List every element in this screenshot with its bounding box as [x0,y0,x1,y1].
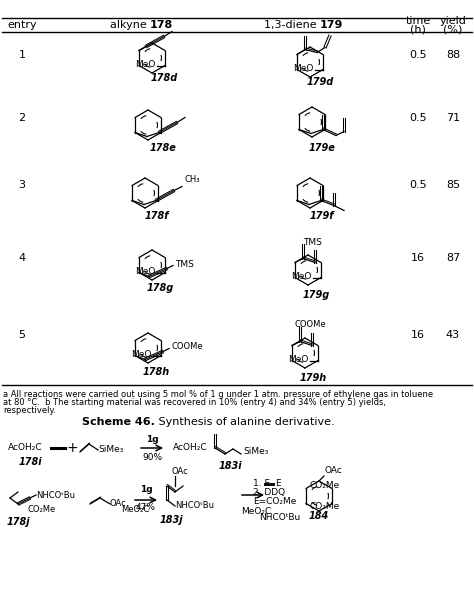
Text: 2. DDQ: 2. DDQ [253,487,285,497]
Text: 178f: 178f [145,211,169,221]
Text: E=CO₂Me: E=CO₂Me [253,497,296,506]
Text: 2: 2 [18,113,26,123]
Text: CH₃: CH₃ [184,175,200,183]
Text: alkyne: alkyne [110,20,150,30]
Text: 43: 43 [446,330,460,340]
Text: 179e: 179e [309,143,336,153]
Text: 88: 88 [446,50,460,60]
Text: NHCOᵗBu: NHCOᵗBu [175,501,214,511]
Text: 178: 178 [150,20,173,30]
Text: 178e: 178e [150,143,176,153]
Text: 90%: 90% [142,454,162,462]
Text: at 80 °C.  b The starting material was recovered in 10% (entry 4) and 34% (entry: at 80 °C. b The starting material was re… [3,398,386,407]
Text: MeO: MeO [293,64,314,73]
Text: TMS: TMS [175,260,194,269]
Text: 0.5: 0.5 [409,180,427,190]
Text: 4: 4 [18,253,26,263]
Text: 1. E: 1. E [253,479,270,489]
Text: 71: 71 [446,113,460,123]
Text: MeO: MeO [136,60,156,69]
Text: 178j: 178j [6,517,30,527]
Text: MeO: MeO [292,272,312,281]
Text: OAc: OAc [110,498,127,508]
Text: AcOH₂C: AcOH₂C [173,443,208,452]
Text: CO₂Me: CO₂Me [28,506,56,514]
Text: 0.5: 0.5 [409,113,427,123]
Text: (%): (%) [443,24,463,34]
Text: 16: 16 [411,253,425,263]
Text: 87: 87 [446,253,460,263]
Text: time: time [405,16,430,26]
Text: yield: yield [439,16,466,26]
Text: respectively.: respectively. [3,406,56,415]
Text: COOMe: COOMe [294,320,326,329]
Text: CO₂Me: CO₂Me [309,481,339,490]
Text: 179: 179 [320,20,343,30]
Text: 3: 3 [18,180,26,190]
Text: MeO: MeO [136,267,156,276]
Text: AcOH₂C: AcOH₂C [8,443,43,452]
Text: 16: 16 [411,330,425,340]
Text: 178d: 178d [150,73,178,83]
Text: NHCOᵗBu: NHCOᵗBu [259,514,300,522]
Text: 179f: 179f [310,211,334,221]
Text: 178g: 178g [146,283,173,293]
Text: COOMe: COOMe [171,342,202,351]
Text: 183j: 183j [159,515,183,525]
Text: 183i: 183i [218,461,242,471]
Text: 184: 184 [309,511,329,521]
Text: SiMe₃: SiMe₃ [243,447,268,457]
Text: NHCOᵗBu: NHCOᵗBu [36,490,75,500]
Text: 179h: 179h [300,373,327,383]
Text: 47%: 47% [136,503,156,512]
Text: E: E [275,479,281,489]
Text: OAc: OAc [325,466,343,475]
Text: 178i: 178i [18,457,42,467]
Text: a All reactions were carried out using 5 mol % of 1 g under 1 atm. pressure of e: a All reactions were carried out using 5… [3,390,433,399]
Text: 85: 85 [446,180,460,190]
Text: MeO₂C: MeO₂C [241,506,271,516]
Text: SiMe₃: SiMe₃ [98,446,123,454]
Text: OAc: OAc [172,468,189,476]
Text: 179g: 179g [302,290,329,300]
Text: 1g: 1g [140,485,152,495]
Text: 1,3-diene: 1,3-diene [264,20,320,30]
Text: 1: 1 [18,50,26,60]
Text: MeO₂C: MeO₂C [121,506,149,514]
Text: 179d: 179d [306,77,334,87]
Text: +: + [66,441,78,455]
Text: (h): (h) [410,24,426,34]
Text: MeO: MeO [132,350,152,359]
Text: TMS: TMS [303,238,322,247]
Text: 1g: 1g [146,435,158,443]
Text: CO₂Me: CO₂Me [309,502,339,511]
Text: Synthesis of alanine derivative.: Synthesis of alanine derivative. [155,417,335,427]
Text: Scheme 46.: Scheme 46. [82,417,155,427]
Text: 178h: 178h [142,367,170,377]
Text: 5: 5 [18,330,26,340]
Text: MeO: MeO [289,355,309,364]
Text: 0.5: 0.5 [409,50,427,60]
Text: entry: entry [7,20,37,30]
